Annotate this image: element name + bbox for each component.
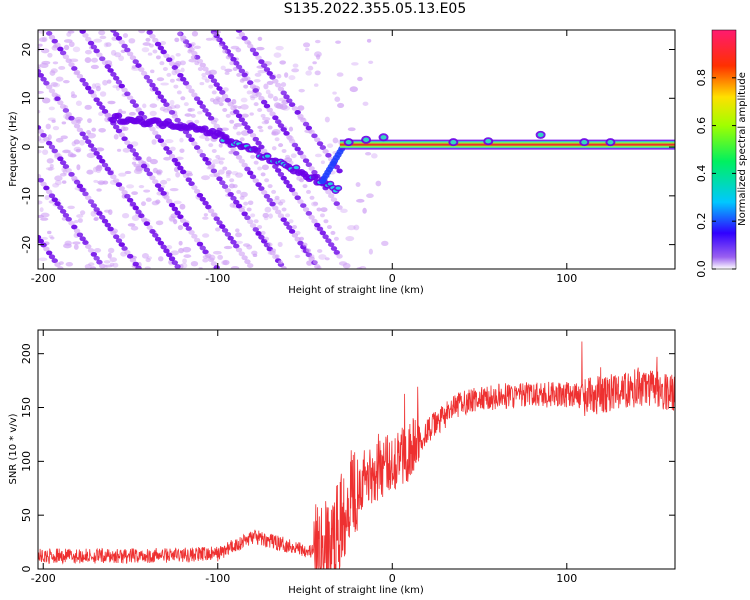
x-axis-label: Height of straight line (km) (288, 285, 424, 296)
y-axis-ticks: 0 50 100 150 200 (20, 343, 675, 573)
x-axis-label: Height of straight line (km) (288, 585, 424, 596)
x-axis-ticks: -200 -100 0 100 (31, 30, 577, 285)
spectrogram-x-tick-label: -200 (31, 272, 56, 285)
snr-x-tick-label: 100 (556, 572, 577, 585)
colorbar-tick-label: 0.6 (695, 117, 708, 135)
snr-series-line (38, 341, 675, 569)
y-axis-label: SNR (10 * v/v) (8, 413, 19, 484)
snr-panel: -200 -100 0 100 0 50 100 150 200 Height of stra… (8, 329, 676, 596)
spectrogram-y-tick-label: -10 (20, 187, 33, 205)
snr-y-tick-label: 50 (20, 508, 33, 522)
page-title: S135.2022.355.05.13.E05 (283, 1, 467, 17)
snr-y-tick-label: 0 (20, 566, 33, 573)
spectrogram-y-tick-label: -20 (20, 236, 33, 254)
spectrogram-y-tick-label: 0 (20, 144, 33, 151)
colorbar: 0.0 0.2 0.4 0.6 0.8 Normalized spectral ampl… (695, 29, 748, 278)
snr-y-tick-label: 150 (20, 397, 33, 418)
colorbar-gradient (711, 29, 737, 270)
colorbar-tick-label: 0.0 (695, 260, 708, 278)
colorbar-label: Normalized spectral amplitude (737, 72, 748, 226)
snr-x-tick-label: -100 (205, 572, 230, 585)
spectrogram-y-tick-label: 20 (20, 43, 33, 57)
colorbar-tick-label: 0.4 (695, 165, 708, 183)
spectrogram-y-tick-label: 10 (20, 91, 33, 105)
y-axis-ticks: -20 -10 0 10 20 (20, 43, 675, 254)
spectrogram-area (38, 30, 675, 269)
y-axis-label: Frequency (Hz) (8, 111, 19, 187)
spectrogram-x-tick-label: 100 (556, 272, 577, 285)
spectrogram-x-tick-label: -100 (205, 272, 230, 285)
spectrogram-x-tick-label: 0 (389, 272, 396, 285)
snr-y-tick-label: 200 (20, 343, 33, 364)
colorbar-tick-label: 0.2 (695, 212, 708, 230)
snr-x-tick-label: 0 (389, 572, 396, 585)
x-axis-ticks: -200 -100 0 100 (31, 330, 577, 585)
snr-y-tick-label: 100 (20, 451, 33, 472)
colorbar-ticks: 0.0 0.2 0.4 0.6 0.8 (695, 69, 736, 278)
snr-x-tick-label: -200 (31, 572, 56, 585)
colorbar-tick-label: 0.8 (695, 69, 708, 87)
